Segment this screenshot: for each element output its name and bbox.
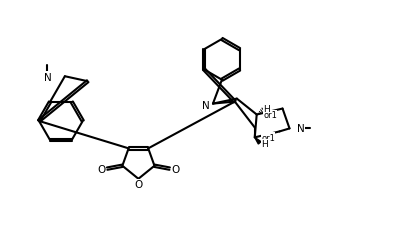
Text: N: N [202, 100, 209, 110]
Text: or1: or1 [261, 133, 275, 142]
Text: O: O [98, 164, 106, 174]
Polygon shape [255, 138, 261, 144]
Text: or1: or1 [263, 110, 277, 119]
Text: O: O [134, 179, 143, 189]
Text: N: N [44, 72, 51, 82]
Text: N: N [297, 124, 305, 134]
Text: O: O [171, 164, 179, 174]
Text: H: H [261, 140, 268, 149]
Text: H: H [263, 104, 270, 113]
